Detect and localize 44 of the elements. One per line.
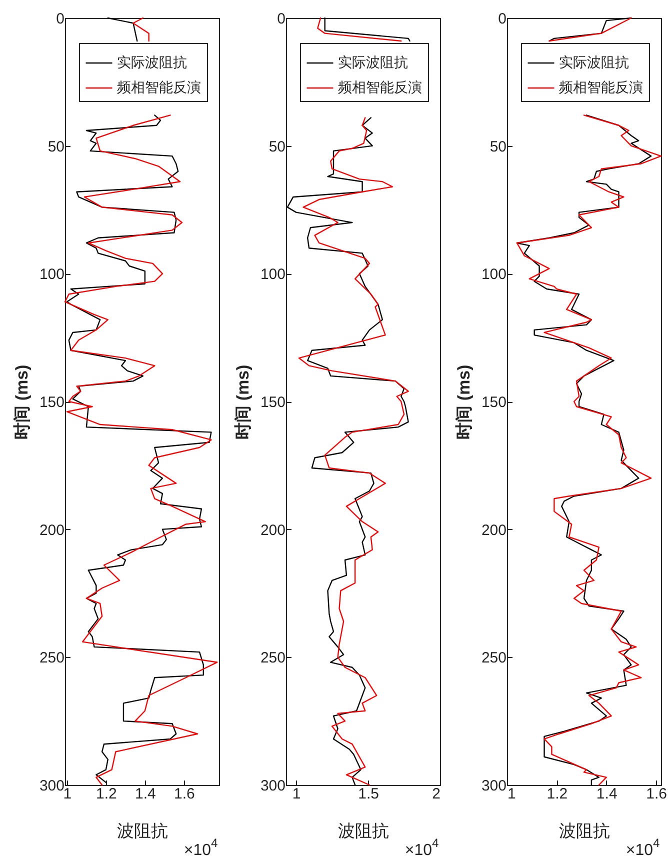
x-tick-label: 1	[508, 786, 516, 802]
y-tick-label: 50	[268, 138, 286, 156]
legend-label: 频相智能反演	[559, 79, 643, 95]
y-tick-label: 150	[260, 394, 286, 411]
x-tick-label: 1.2	[96, 786, 117, 802]
y-tick-label: 300	[481, 778, 506, 794]
x-tick-label: 1.5	[358, 786, 379, 802]
x-axis-title: 波阻抗	[117, 822, 168, 840]
y-tick-label: 150	[39, 394, 64, 411]
x-tick-label: 1.4	[134, 786, 156, 802]
y-tick-label: 300	[260, 778, 286, 794]
y-tick-label: 100	[39, 266, 64, 284]
y-tick-label: 250	[481, 650, 506, 667]
x-tick-label: 1	[63, 786, 72, 802]
y-tick-label: 50	[490, 138, 506, 156]
y-tick-label: 300	[39, 778, 64, 794]
x-tick-label: 1.6	[646, 786, 667, 802]
y-tick-label: 0	[277, 10, 286, 28]
y-tick-label: 200	[260, 522, 286, 539]
x-tick-label: 1.6	[174, 786, 195, 802]
y-axis-title: 时间 (ms)	[12, 364, 32, 440]
y-axis-title: 时间 (ms)	[454, 364, 474, 440]
y-tick-label: 0	[56, 10, 64, 28]
legend-label: 实际波阻抗	[338, 54, 408, 70]
x-tick-label: 1	[292, 786, 301, 802]
y-tick-label: 250	[260, 650, 286, 667]
x-axis-title: 波阻抗	[559, 822, 610, 840]
y-tick-label: 200	[39, 522, 64, 539]
legend-label: 频相智能反演	[338, 79, 422, 95]
y-tick-label: 200	[481, 522, 506, 539]
y-tick-label: 150	[481, 394, 506, 411]
x-tick-label: 1.4	[596, 786, 618, 802]
legend-label: 实际波阻抗	[559, 54, 629, 70]
legend-label: 频相智能反演	[117, 79, 201, 95]
x-tick-label: 1.2	[546, 786, 568, 802]
legend-label: 实际波阻抗	[117, 54, 187, 70]
y-tick-label: 250	[39, 650, 64, 667]
y-tick-label: 100	[481, 266, 506, 284]
y-tick-label: 0	[498, 10, 506, 28]
y-tick-label: 100	[260, 266, 286, 284]
y-axis-title: 时间 (ms)	[233, 364, 252, 440]
x-tick-label: 2	[432, 786, 440, 802]
y-tick-label: 50	[48, 138, 64, 156]
x-axis-title: 波阻抗	[338, 822, 389, 840]
